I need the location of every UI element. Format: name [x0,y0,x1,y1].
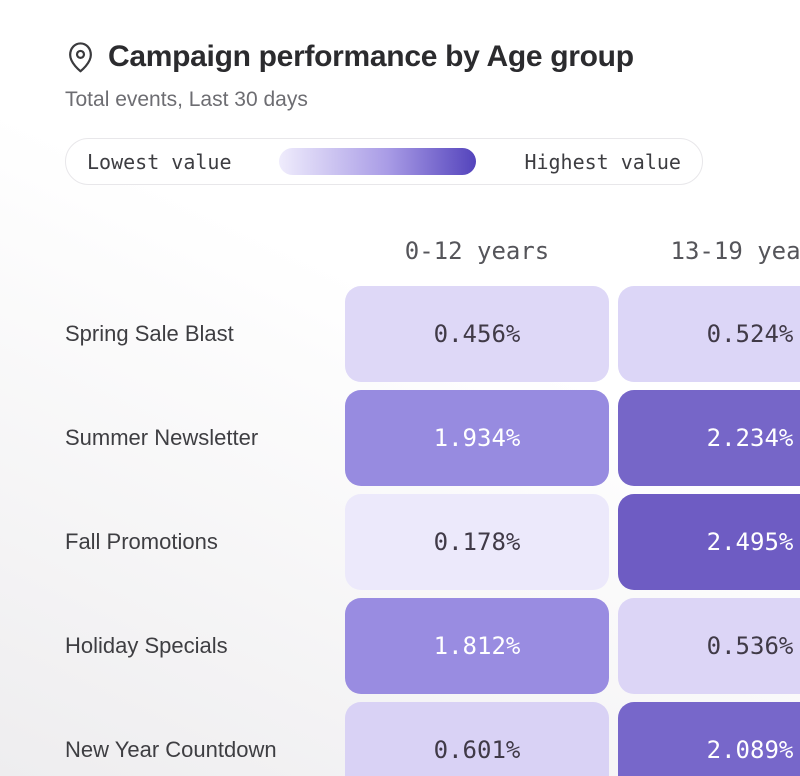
row-label: Fall Promotions [65,529,218,554]
column-headers: 0-12 years 13-19 years [65,237,800,265]
map-pin-icon [65,40,96,74]
column-header: 0-12 years [404,237,550,265]
heatmap-cell[interactable]: 1.934% [345,390,609,486]
page-title: Campaign performance by Age group [108,40,634,73]
heatmap-cell[interactable]: 0.456% [345,286,609,382]
heatmap-cell[interactable]: 0.601% [345,702,609,776]
page-subtitle: Total events, Last 30 days [65,88,308,111]
heatmap-cell[interactable]: 2.234% [618,390,800,486]
card-header: Campaign performance by Age group [65,40,800,74]
row-label: Summer Newsletter [65,425,259,450]
legend-low-label: Lowest value [87,149,232,174]
row-label: Holiday Specials [65,633,228,658]
header-spacer [65,237,336,265]
legend-gradient-bar [279,148,477,175]
heatmap-table: 0-12 years 13-19 years Spring Sale Blast 0… [65,237,800,776]
heatmap-cell[interactable]: 0.536% [618,598,800,694]
heatmap-body: Spring Sale Blast 0.456% 0.524% Summer News… [65,286,800,776]
heatmap-cell[interactable]: 0.178% [345,494,609,590]
heatmap-cell[interactable]: 2.495% [618,494,800,590]
color-legend: Lowest value Highest value [65,138,703,185]
column-header: 13-19 years [670,237,800,265]
row-label: New Year Countdown [65,737,277,762]
legend-high-label: Highest value [524,149,681,174]
heatmap-cell[interactable]: 0.524% [618,286,800,382]
heatmap-cell[interactable]: 2.089% [618,702,800,776]
row-label: Spring Sale Blast [65,321,234,346]
heatmap-cell[interactable]: 1.812% [345,598,609,694]
